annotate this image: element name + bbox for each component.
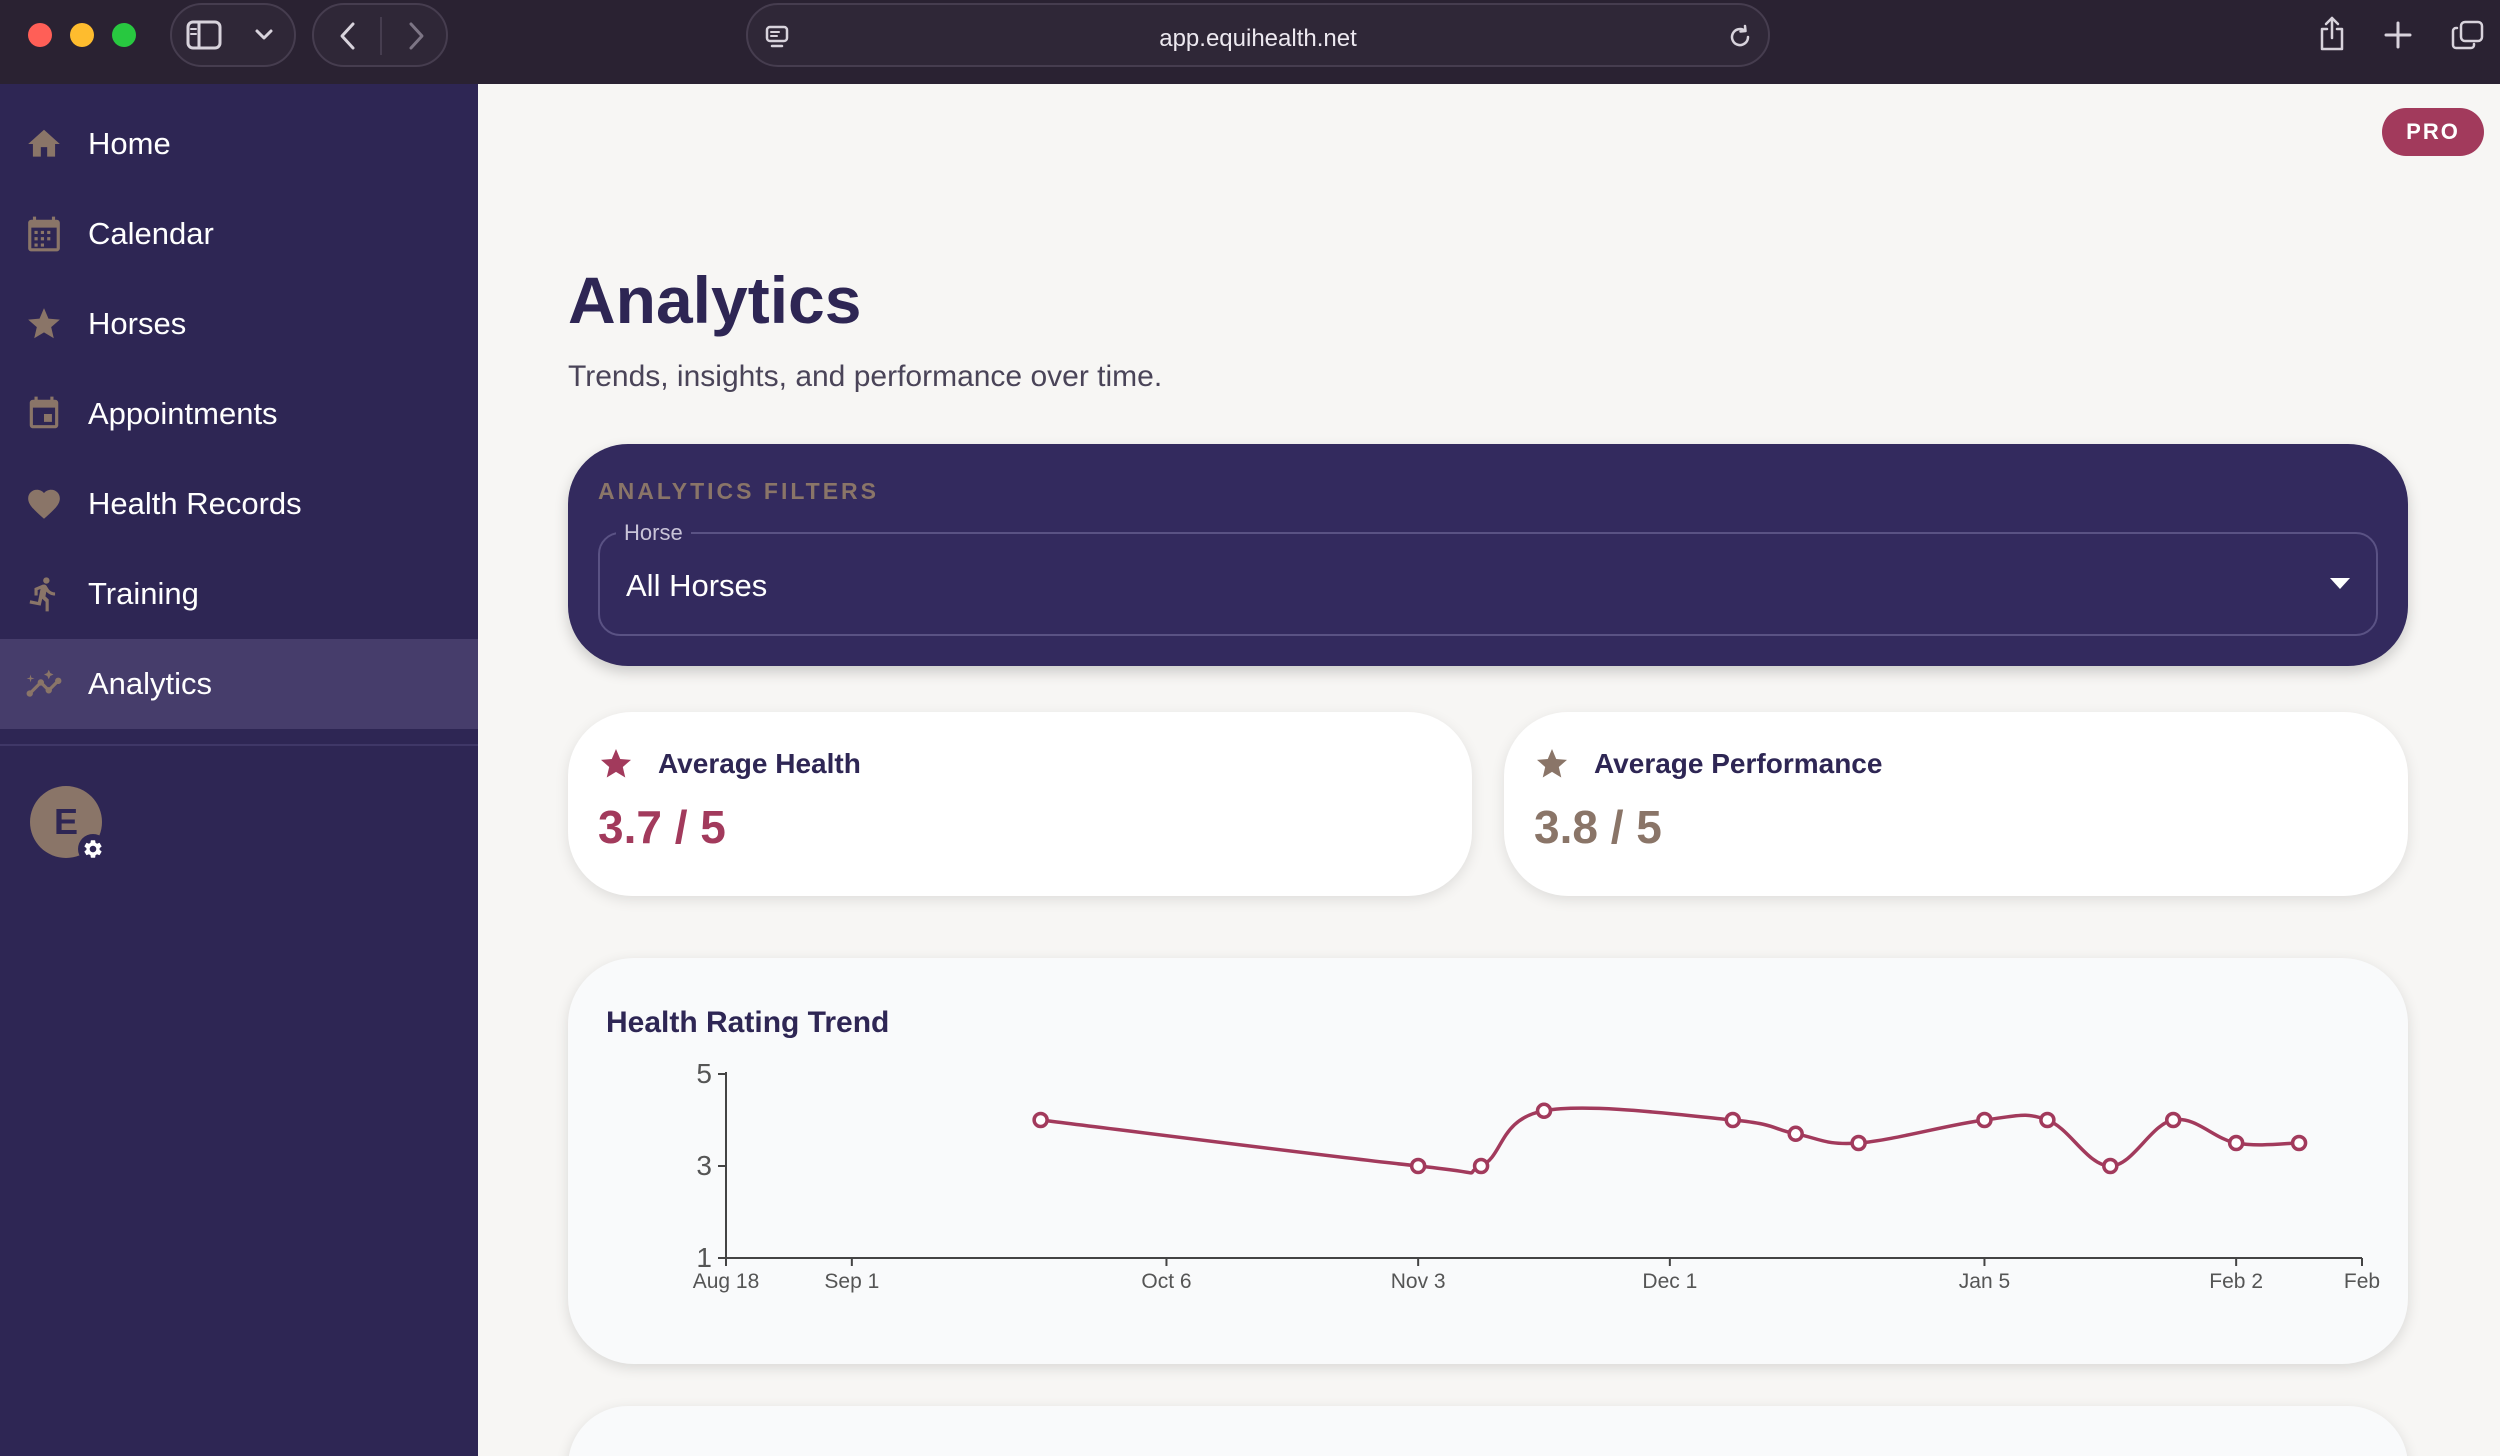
avatar[interactable]: E [30, 786, 102, 858]
data-point [2039, 1111, 2056, 1129]
analytics-filters-panel: ANALYTICS FILTERS Horse All Horses [568, 444, 2408, 666]
sidebar-toggle-group [170, 3, 296, 67]
trend-icon [24, 664, 64, 704]
caret-down-icon [2330, 578, 2350, 589]
horse-select[interactable]: Horse All Horses [598, 520, 2378, 636]
average-health-label: Average Health [658, 748, 861, 779]
minimize-window-button[interactable] [70, 23, 94, 47]
y-tick-label: 5 [696, 1058, 712, 1089]
data-point [2227, 1134, 2245, 1152]
sidebar-item-label: Appointments [88, 396, 278, 431]
back-icon[interactable] [334, 19, 362, 53]
data-point [1032, 1111, 1049, 1129]
calendar-event-icon [24, 394, 64, 434]
close-window-button[interactable] [28, 23, 52, 47]
data-point [1535, 1102, 1553, 1120]
url-text: app.equihealth.net [1159, 25, 1357, 52]
x-tick-label: Feb 2 [2209, 1270, 2263, 1293]
x-tick-label: Sep 1 [824, 1270, 879, 1293]
sidebar-item-appointments[interactable]: Appointments [0, 369, 478, 459]
x-tick-label: Feb [2344, 1270, 2380, 1293]
star-icon [24, 304, 64, 344]
data-point [2164, 1111, 2182, 1129]
x-tick-label: Nov 3 [1391, 1270, 1446, 1293]
sidebar-toggle-icon[interactable] [186, 19, 222, 51]
browser-toolbar: app.equihealth.net [0, 0, 2500, 84]
next-chart-card [568, 1406, 2408, 1456]
sidebar-item-label: Horses [88, 306, 187, 341]
gear-icon[interactable] [78, 834, 108, 864]
filters-title: ANALYTICS FILTERS [598, 478, 880, 504]
x-tick-label: Oct 6 [1141, 1270, 1191, 1293]
sidebar-item-analytics[interactable]: Analytics [0, 639, 478, 729]
health-trend-chart: 1 3 5 Aug 18 Sep 1 Oct 6 Nov 3 Dec 1 Jan 5 Feb 2 F… [693, 1058, 2380, 1293]
address-bar[interactable]: app.equihealth.net [746, 3, 1770, 67]
page-info-icon[interactable] [762, 23, 792, 51]
horse-select-label: Horse [616, 520, 691, 546]
new-tab-icon[interactable] [2380, 17, 2416, 53]
star-icon [598, 746, 634, 782]
chevron-down-icon[interactable] [252, 23, 276, 47]
y-tick-label: 3 [696, 1150, 712, 1181]
star-icon [1534, 746, 1570, 782]
forward-icon[interactable] [402, 19, 430, 53]
data-point [1724, 1111, 1742, 1129]
pro-badge: PRO [2382, 108, 2484, 156]
reload-icon[interactable] [1726, 23, 1754, 51]
average-performance-card: Average Performance 3.8 / 5 [1504, 712, 2408, 896]
heart-icon [24, 484, 64, 524]
sidebar-item-label: Home [88, 126, 171, 161]
sidebar-item-label: Analytics [88, 666, 213, 701]
sidebar-item-health-records[interactable]: Health Records [0, 459, 478, 549]
home-icon [24, 124, 64, 164]
average-performance-label: Average Performance [1594, 748, 1883, 779]
average-performance-value: 3.8 / 5 [1534, 801, 1662, 853]
average-health-value: 3.7 / 5 [598, 801, 726, 853]
x-tick-label: Dec 1 [1642, 1270, 1697, 1293]
data-point [2290, 1134, 2308, 1152]
calendar-icon [24, 214, 64, 254]
x-tick-label: Aug 18 [693, 1270, 760, 1293]
data-point [1472, 1157, 1490, 1175]
sidebar-divider [0, 744, 478, 746]
zoom-window-button[interactable] [112, 23, 136, 47]
data-point [2102, 1157, 2119, 1175]
data-point [1850, 1134, 1867, 1152]
health-rating-trend-card: Health Rating Trend 1 3 5 Aug 18 Sep 1 Oct 6 N… [568, 958, 2408, 1364]
page-subtitle: Trends, insights, and performance over t… [568, 360, 1163, 393]
sidebar-item-label: Training [88, 576, 199, 611]
chart-title: Health Rating Trend [606, 1006, 890, 1039]
sidebar-item-calendar[interactable]: Calendar [0, 189, 478, 279]
sidebar-item-home[interactable]: Home [0, 99, 478, 189]
sidebar-item-horses[interactable]: Horses [0, 279, 478, 369]
running-icon [24, 574, 64, 614]
x-tick-label: Jan 5 [1959, 1270, 2010, 1293]
average-health-card: Average Health 3.7 / 5 [568, 712, 1472, 896]
horse-select-value: All Horses [626, 568, 768, 603]
page-title: Analytics [568, 263, 862, 337]
tab-overview-icon[interactable] [2448, 17, 2488, 53]
series-line [1040, 1106, 2300, 1175]
sidebar-item-label: Health Records [88, 486, 302, 521]
navigation-group [312, 3, 448, 67]
share-icon[interactable] [2312, 13, 2352, 55]
sidebar-item-training[interactable]: Training [0, 549, 478, 639]
data-point [1976, 1111, 1993, 1129]
y-tick-label: 1 [696, 1242, 712, 1273]
sidebar: Home Calendar Horses Appointments Health… [0, 84, 478, 1456]
data-point [1409, 1157, 1427, 1175]
sidebar-item-label: Calendar [88, 216, 214, 251]
window-actions-group [2302, 3, 2500, 67]
data-point [1787, 1125, 1804, 1143]
